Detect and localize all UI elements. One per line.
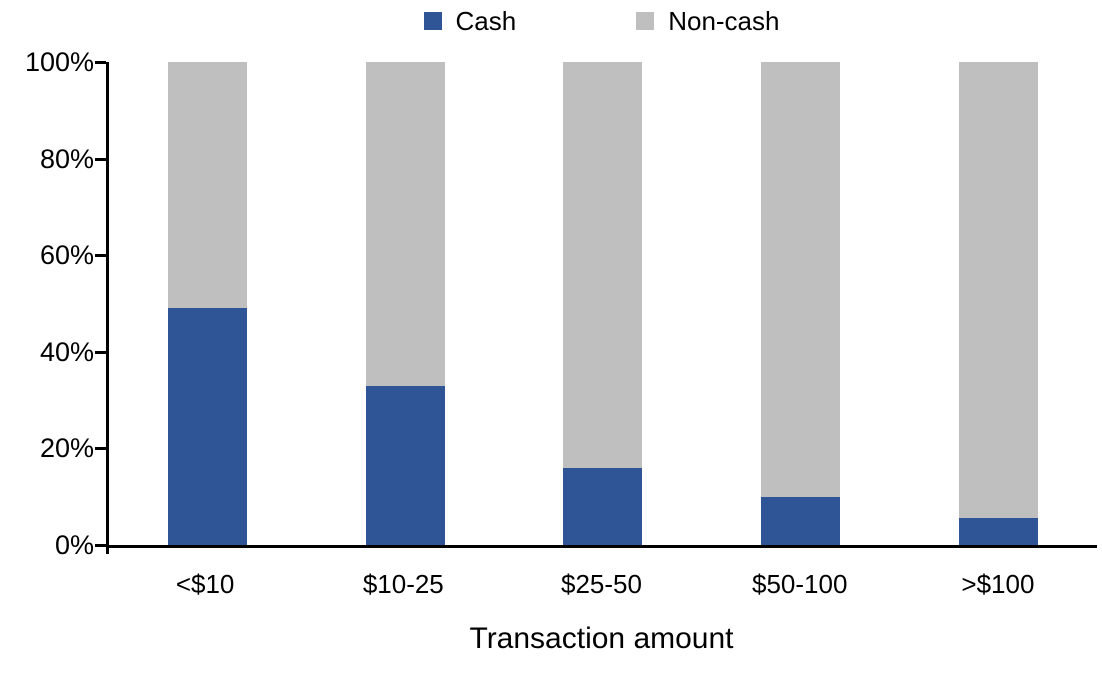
x-axis-tick-label-10-25: $10-25 <box>362 569 444 599</box>
bar-segment-non-cash-50-100 <box>761 62 841 497</box>
bar-segment-non-cash-10-25 <box>365 62 445 386</box>
bar-segment-non-cash-100 <box>958 62 1038 519</box>
bar-slot-50-100 <box>702 62 900 545</box>
y-axis-tick-mark <box>95 544 106 547</box>
bar-segment-non-cash-25-50 <box>563 62 643 468</box>
y-axis-tick-mark <box>95 157 106 161</box>
y-axis-tick-label: 20% <box>39 433 94 464</box>
legend-label: Non-cash <box>668 6 780 36</box>
stacked-bar-10 <box>168 62 248 545</box>
legend-item-cash: Cash <box>423 6 517 36</box>
y-axis-tick-label: 40% <box>39 336 94 367</box>
stacked-bar-100 <box>958 62 1038 545</box>
bar-slot-100 <box>899 62 1097 545</box>
legend-item-non-cash: Non-cash <box>636 8 779 34</box>
y-axis-tick-label: 80% <box>39 143 94 174</box>
bar-segment-cash-25-50 <box>563 467 643 545</box>
y-axis-tick-mark <box>95 350 106 354</box>
bar-slot-25-50 <box>504 62 702 545</box>
x-axis-tick-label-25-50: $25-50 <box>561 569 642 599</box>
plot-area <box>106 62 1097 548</box>
y-axis-tick-label: 0% <box>54 530 94 560</box>
x-axis-tick-label-100: >$100 <box>961 569 1035 599</box>
bars-container <box>109 62 1097 545</box>
stacked-bar-50-100 <box>761 62 841 545</box>
bar-slot-10-25 <box>307 62 505 545</box>
x-axis-tick-label-10: <$10 <box>175 569 235 599</box>
legend: Cash Non-cash <box>106 8 1097 34</box>
x-axis-zero-tick <box>106 548 109 554</box>
bar-segment-cash-100 <box>958 518 1038 545</box>
legend-swatch-icon <box>423 12 442 30</box>
y-axis-tick-mark <box>95 447 106 451</box>
bar-segment-non-cash-10 <box>168 62 248 309</box>
stacked-bar-10-25 <box>365 62 445 545</box>
stacked-bar-25-50 <box>563 62 643 545</box>
y-axis-tick-mark <box>95 61 106 64</box>
legend-swatch-icon <box>636 12 655 30</box>
bar-segment-cash-10-25 <box>365 385 445 545</box>
y-axis-tick-mark <box>95 254 106 258</box>
bar-slot-10 <box>109 62 307 545</box>
x-axis-tick-labels: <$10 $10-25 $25-50 $50-100 >$100 <box>106 569 1097 600</box>
legend-label: Cash <box>455 6 517 36</box>
y-axis-tick-label: 100% <box>24 47 94 77</box>
x-axis-title: Transaction amount <box>469 622 734 655</box>
bar-segment-cash-50-100 <box>761 496 841 545</box>
y-axis-tick-label: 60% <box>39 240 94 271</box>
x-axis-tick-label-50-100: $50-100 <box>752 569 848 599</box>
bar-segment-cash-10 <box>168 308 248 545</box>
